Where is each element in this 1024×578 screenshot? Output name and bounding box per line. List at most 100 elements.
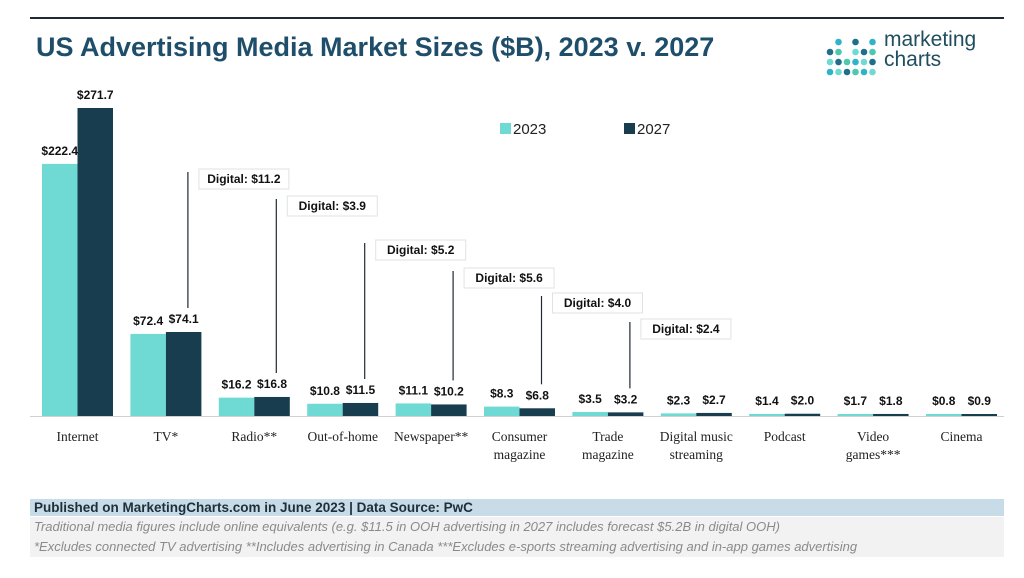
bar-2023-0 xyxy=(42,163,78,416)
logo-text: marketing charts xyxy=(884,28,977,71)
annotation-label: Digital: $11.2 xyxy=(207,172,281,186)
annotation-box xyxy=(463,267,555,289)
annotation-box xyxy=(640,318,732,340)
bar-2023-3 xyxy=(307,403,343,416)
bar-2027-8 xyxy=(784,413,821,416)
bar-2027-0 xyxy=(77,108,113,416)
category-label: Cinema xyxy=(941,429,983,444)
logo-dot xyxy=(852,48,859,56)
footer-source-bar: Published on MarketingCharts.com in June… xyxy=(30,499,1004,516)
category-label: Internet xyxy=(57,429,99,444)
logo-dot xyxy=(835,48,842,56)
value-label: $11.5 xyxy=(346,383,376,397)
footer-note-1: Traditional media figures include online… xyxy=(34,519,780,534)
bar-2027-6 xyxy=(607,412,644,416)
footer-notes-area xyxy=(30,517,1004,557)
bar-2023-8 xyxy=(749,414,785,416)
logo-dot xyxy=(852,68,859,76)
footer-source-text: Published on MarketingCharts.com in June… xyxy=(34,500,473,515)
top-rule xyxy=(30,17,1004,19)
bar-2027-9 xyxy=(873,413,909,416)
annotation-box xyxy=(286,195,378,217)
logo-dot xyxy=(869,68,876,76)
value-label: $11.1 xyxy=(399,383,429,397)
bar-2027-7 xyxy=(696,412,732,416)
bar-2023-9 xyxy=(837,414,874,416)
annotation-label: Digital: $4.0 xyxy=(564,296,632,310)
annotation-label: Digital: $5.6 xyxy=(475,271,543,285)
footer-note-2: *Excludes connected TV advertising **Inc… xyxy=(34,539,858,554)
value-label: $222.4 xyxy=(41,144,78,158)
value-label: $271.7 xyxy=(77,88,114,102)
bar-2023-1 xyxy=(130,333,166,416)
logo-dot xyxy=(869,58,876,66)
category-label: Podcast xyxy=(764,429,806,444)
annotation-box xyxy=(375,239,467,261)
logo-dot xyxy=(835,38,842,46)
bar-2023-5 xyxy=(484,406,520,416)
value-label: $16.8 xyxy=(257,377,287,391)
bar-2027-3 xyxy=(342,402,379,416)
bar-2027-5 xyxy=(519,408,555,416)
bar-2023-2 xyxy=(218,397,255,416)
legend-swatch-2027 xyxy=(624,123,635,134)
value-label: $0.9 xyxy=(968,394,992,408)
value-label: $8.3 xyxy=(490,387,514,401)
logo-dot xyxy=(860,58,868,66)
value-label: $72.4 xyxy=(133,314,163,328)
logo-dot xyxy=(860,48,868,56)
logo-dot xyxy=(869,48,876,56)
category-label: Video games*** xyxy=(846,429,901,462)
bar-2027-1 xyxy=(165,332,202,416)
value-label: $1.4 xyxy=(755,394,779,408)
bar-2023-10 xyxy=(926,414,962,416)
logo-dot xyxy=(826,68,834,76)
logo-dot xyxy=(843,58,851,66)
category-label: Consumer magazine xyxy=(492,429,548,462)
bar-2023-4 xyxy=(395,403,432,416)
value-label: $6.8 xyxy=(526,388,550,402)
bar-2027-4 xyxy=(431,404,467,416)
logo-dot xyxy=(835,68,842,76)
annotation-label: Digital: $3.9 xyxy=(299,199,367,213)
value-label: $2.7 xyxy=(702,393,726,407)
logo-dot xyxy=(869,38,876,46)
page-title: US Advertising Media Market Sizes ($B), … xyxy=(36,32,715,62)
logo-dot xyxy=(843,68,851,76)
value-label: $74.1 xyxy=(169,312,199,326)
logo-dot xyxy=(860,68,868,76)
logo-dot xyxy=(852,58,859,66)
legend-label: 2023 xyxy=(513,121,546,138)
category-label: Digital music streaming xyxy=(660,429,733,462)
marketingcharts-logo-icon xyxy=(826,38,876,76)
legend-swatch-2023 xyxy=(500,123,511,134)
bar-2027-10 xyxy=(961,414,997,416)
category-label: Radio** xyxy=(231,429,277,444)
bar-2023-6 xyxy=(572,412,608,416)
logo-text-line2: charts xyxy=(884,48,942,71)
logo-dot xyxy=(826,48,834,56)
value-label: $10.2 xyxy=(434,384,464,398)
annotation-label: Digital: $5.2 xyxy=(387,243,455,257)
value-label: $2.0 xyxy=(791,394,815,408)
value-label: $1.8 xyxy=(879,394,903,408)
bar-chart: Digital: $11.2 Digital: $3.9 Digital: $5.2… xyxy=(30,88,1004,462)
logo-dot xyxy=(835,58,842,66)
bar-2027-2 xyxy=(254,396,290,416)
value-label: $16.2 xyxy=(222,378,252,392)
value-label: $10.8 xyxy=(310,384,340,398)
logo-text-line1: marketing xyxy=(884,28,977,51)
bar-2023-7 xyxy=(660,413,697,416)
category-label: Trade magazine xyxy=(582,429,634,462)
annotation-label: Digital: $2.4 xyxy=(652,322,720,336)
logo-dot xyxy=(826,58,834,66)
value-label: $2.3 xyxy=(667,393,691,407)
category-label: TV* xyxy=(154,429,179,444)
annotation-box xyxy=(552,292,643,314)
value-label: $0.8 xyxy=(932,394,956,408)
category-label: Newspaper** xyxy=(394,429,468,444)
value-label: $3.2 xyxy=(614,392,638,406)
legend-label: 2027 xyxy=(637,121,670,138)
category-label: Out-of-home xyxy=(307,429,377,444)
annotation-box xyxy=(198,168,290,190)
